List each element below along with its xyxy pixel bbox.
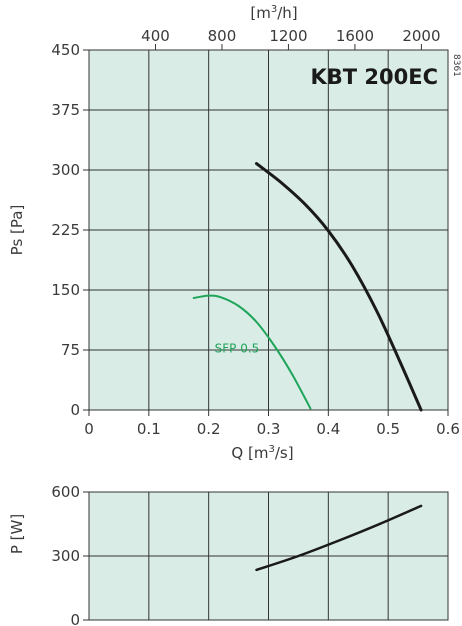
power-curve [255, 504, 423, 572]
fan-pressure-curve [255, 162, 423, 412]
flow-x-axis-label: Q [m3/s] [231, 444, 293, 462]
x-tick-label: 0 [84, 420, 94, 438]
x-tick-label: 0.3 [257, 420, 281, 438]
top-tick-label: 400 [141, 27, 170, 45]
y-tick-label: 300 [51, 547, 80, 565]
flow-x-ticks: 0 0.1 0.2 0.3 0.4 0.5 0.6 [84, 420, 460, 438]
power-y-ticks: 0 300 600 [51, 483, 80, 626]
chart-title: KBT 200EC [310, 65, 438, 89]
x-tick-label: 0.6 [436, 420, 460, 438]
y-tick-label: 375 [51, 101, 80, 119]
pressure-chart: SFP 0.5 KBT 200EC 8361 0 75 150 225 300 375 45… [8, 41, 461, 462]
sfp-label: SFP 0.5 [215, 341, 260, 355]
pressure-y-axis-label: Ps [Pa] [8, 205, 26, 256]
y-tick-label: 75 [61, 341, 80, 359]
power-grid [83, 491, 449, 621]
power-y-axis-label: P [W] [8, 514, 26, 554]
figure-code: 8361 [451, 54, 461, 77]
y-tick-label: 225 [51, 221, 80, 239]
top-axis-ticks: 400 800 1200 1600 2000 [141, 27, 441, 50]
top-tick-label: 1200 [269, 27, 307, 45]
pressure-y-ticks: 0 75 150 225 300 375 450 [51, 41, 80, 419]
x-tick-label: 0.1 [137, 420, 161, 438]
x-tick-label: 0.2 [197, 420, 221, 438]
pressure-series [192, 162, 423, 412]
y-tick-label: 150 [51, 281, 80, 299]
y-tick-label: 300 [51, 161, 80, 179]
y-tick-label: 0 [70, 611, 80, 626]
y-tick-label: 600 [51, 483, 80, 501]
power-series [255, 504, 423, 572]
top-axis-label: [m3/h] [250, 4, 297, 22]
top-tick-label: 1600 [336, 27, 374, 45]
sfp-curve [192, 294, 312, 410]
top-tick-label: 800 [208, 27, 237, 45]
x-tick-label: 0.4 [316, 420, 340, 438]
top-tick-label: 2000 [402, 27, 440, 45]
y-tick-label: 0 [70, 401, 80, 419]
y-tick-label: 450 [51, 41, 80, 59]
power-chart: 0 300 600 P [W] [8, 483, 449, 626]
x-tick-label: 0.5 [376, 420, 400, 438]
